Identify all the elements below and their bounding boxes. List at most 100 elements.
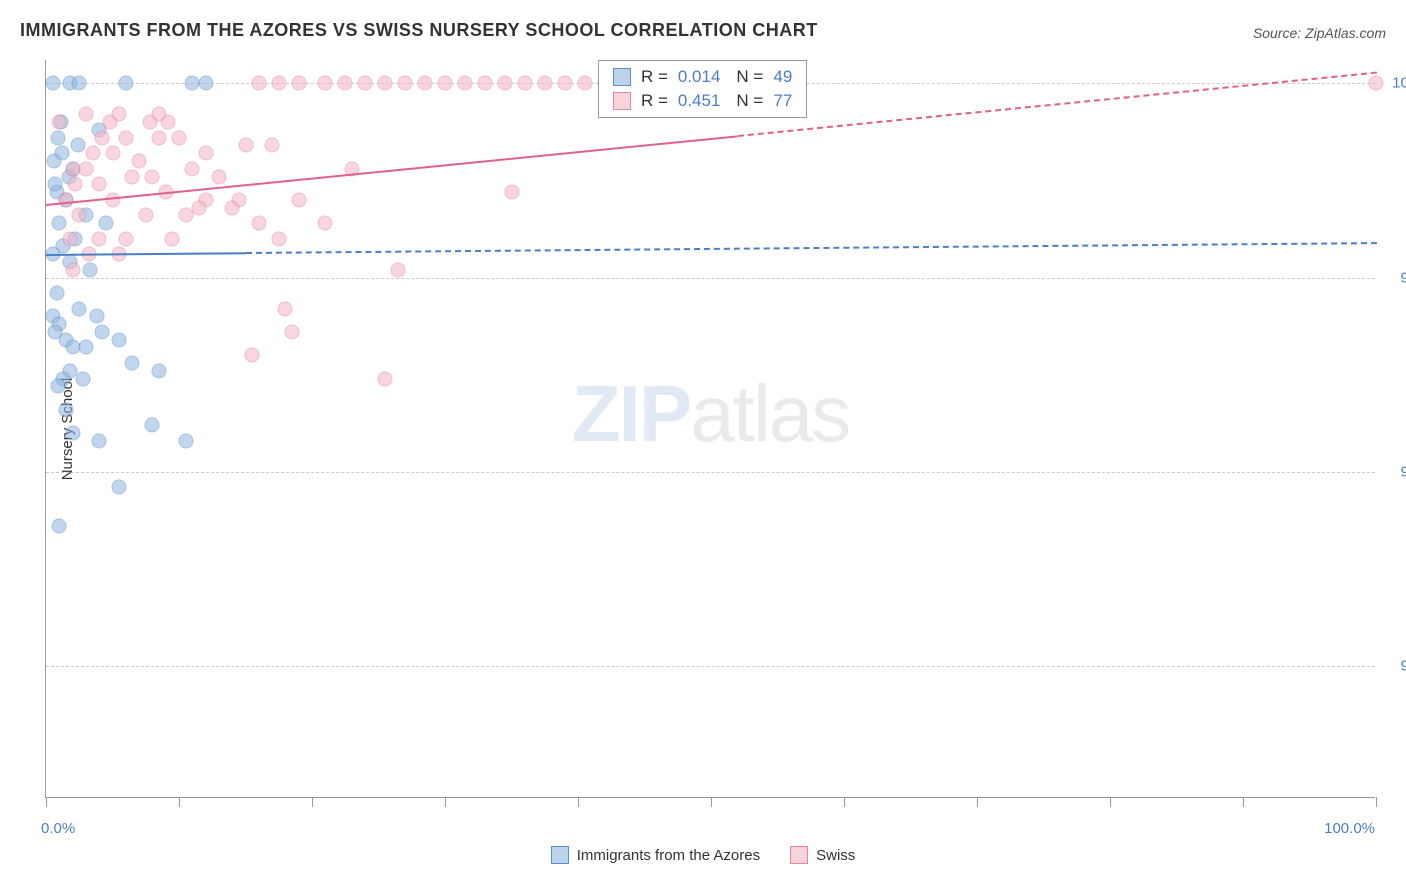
legend-label: Immigrants from the Azores <box>577 847 760 864</box>
data-point <box>94 324 109 339</box>
y-tick-label: 92.5% <box>1400 657 1406 674</box>
data-point <box>72 208 87 223</box>
data-point <box>198 146 213 161</box>
data-point <box>52 519 67 534</box>
data-point <box>94 130 109 145</box>
data-point <box>52 216 67 231</box>
trend-line <box>737 72 1376 137</box>
data-point <box>62 231 77 246</box>
data-point <box>49 286 64 301</box>
data-point <box>72 76 87 91</box>
data-point <box>125 169 140 184</box>
r-value: 0.014 <box>678 67 721 87</box>
watermark-text: ZIPatlas <box>572 368 849 460</box>
x-tick <box>1376 797 1377 807</box>
bottom-legend: Immigrants from the Azores Swiss <box>0 846 1406 864</box>
data-point <box>92 231 107 246</box>
data-point <box>271 231 286 246</box>
data-point <box>497 76 512 91</box>
data-point <box>378 76 393 91</box>
x-tick <box>445 797 446 807</box>
gridline <box>46 278 1375 279</box>
data-point <box>78 161 93 176</box>
data-point <box>504 185 519 200</box>
data-point <box>50 130 65 145</box>
legend-swatch-icon <box>790 846 808 864</box>
data-point <box>291 76 306 91</box>
data-point <box>265 138 280 153</box>
n-label: N = <box>736 67 763 87</box>
legend-item-azores: Immigrants from the Azores <box>551 846 760 864</box>
data-point <box>271 76 286 91</box>
data-point <box>70 138 85 153</box>
data-point <box>132 153 147 168</box>
chart-title: IMMIGRANTS FROM THE AZORES VS SWISS NURS… <box>20 20 818 41</box>
data-point <box>477 76 492 91</box>
data-point <box>92 177 107 192</box>
data-point <box>418 76 433 91</box>
n-label: N = <box>736 91 763 111</box>
data-point <box>172 130 187 145</box>
data-point <box>78 107 93 122</box>
data-point <box>85 146 100 161</box>
data-point <box>112 107 127 122</box>
legend-label: Swiss <box>816 847 855 864</box>
data-point <box>291 192 306 207</box>
data-point <box>50 379 65 394</box>
data-point <box>457 76 472 91</box>
data-point <box>318 76 333 91</box>
data-point <box>152 107 167 122</box>
data-point <box>557 76 572 91</box>
data-point <box>68 177 83 192</box>
correlation-box: R =0.014N =49R =0.451N =77 <box>598 60 807 118</box>
data-point <box>165 231 180 246</box>
data-point <box>185 161 200 176</box>
data-point <box>52 115 67 130</box>
data-point <box>318 216 333 231</box>
x-tick <box>179 797 180 807</box>
data-point <box>245 348 260 363</box>
x-tick <box>844 797 845 807</box>
trend-line <box>46 252 246 256</box>
data-point <box>48 324 63 339</box>
data-point <box>45 76 60 91</box>
data-point <box>178 433 193 448</box>
legend-swatch-icon <box>613 68 631 86</box>
data-point <box>118 76 133 91</box>
data-point <box>152 363 167 378</box>
data-point <box>112 480 127 495</box>
data-point <box>105 146 120 161</box>
data-point <box>152 130 167 145</box>
data-point <box>76 371 91 386</box>
y-tick-label: 97.5% <box>1400 269 1406 286</box>
correlation-row: R =0.014N =49 <box>599 65 806 89</box>
data-point <box>118 130 133 145</box>
data-point <box>82 262 97 277</box>
data-point <box>89 309 104 324</box>
correlation-row: R = 0.451 N = 77 <box>599 89 806 113</box>
data-point <box>78 340 93 355</box>
data-point <box>145 418 160 433</box>
legend-swatch-icon <box>551 846 569 864</box>
data-point <box>58 402 73 417</box>
x-axis-min-label: 0.0% <box>41 820 75 837</box>
x-tick <box>312 797 313 807</box>
r-label: R = <box>641 91 668 111</box>
data-point <box>191 200 206 215</box>
n-value: 77 <box>773 91 792 111</box>
y-tick-label: 100.0% <box>1392 75 1406 92</box>
data-point <box>65 425 80 440</box>
x-tick <box>711 797 712 807</box>
data-point <box>58 192 73 207</box>
source-label: Source: ZipAtlas.com <box>1253 25 1386 41</box>
data-point <box>145 169 160 184</box>
x-axis-max-label: 100.0% <box>1324 820 1375 837</box>
data-point <box>72 301 87 316</box>
data-point <box>338 76 353 91</box>
gridline <box>46 472 1375 473</box>
data-point <box>278 301 293 316</box>
scatter-chart-area: Nursery School ZIPatlas 0.0% 100.0% 92.5… <box>45 60 1375 798</box>
data-point <box>46 153 61 168</box>
data-point <box>398 76 413 91</box>
r-value: 0.451 <box>678 91 721 111</box>
